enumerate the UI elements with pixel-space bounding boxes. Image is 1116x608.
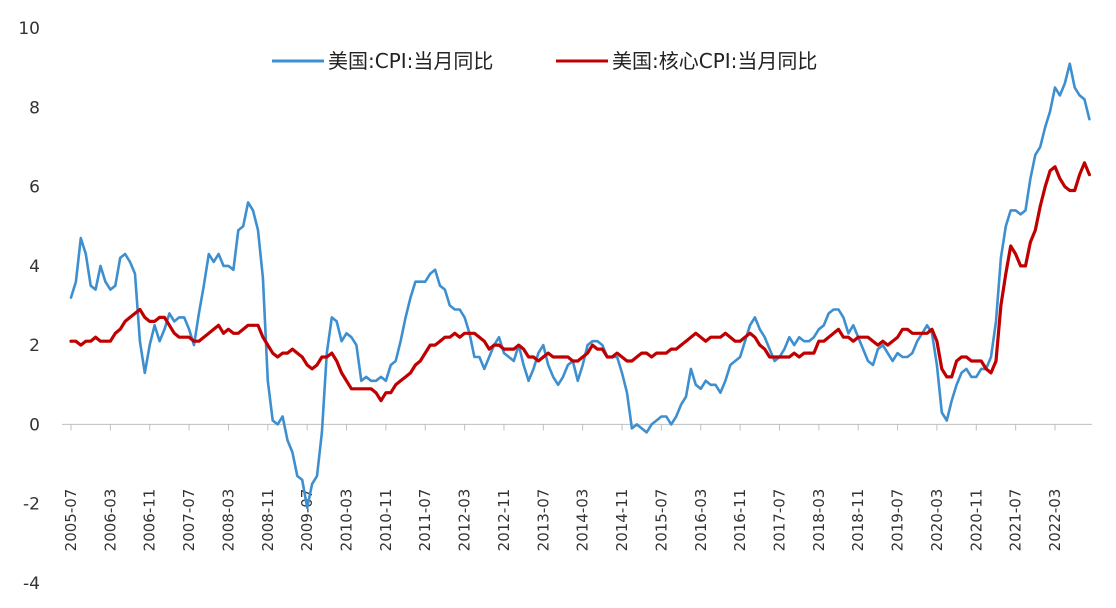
x-tick-label: 2022-03	[1046, 489, 1064, 552]
x-tick-label: 2016-03	[692, 489, 710, 552]
series-lines	[69, 62, 1092, 510]
y-tick-label: 10	[18, 19, 40, 39]
x-tick-label: 2006-11	[141, 489, 159, 552]
x-tick-label: 2010-11	[377, 489, 395, 552]
x-tick-label: 2012-11	[495, 489, 513, 552]
x-tick-label: 2008-03	[219, 489, 237, 552]
x-tick-label: 2017-07	[770, 489, 788, 552]
series-line-cpi	[69, 62, 1091, 510]
x-tick-label: 2012-03	[456, 489, 474, 552]
x-tick-label: 2016-11	[731, 489, 749, 552]
x-tick-label: 2014-03	[574, 489, 592, 552]
x-tick-label: 2005-07	[62, 489, 80, 552]
x-tick-label: 2014-11	[613, 489, 631, 552]
y-tick-label: 0	[29, 415, 40, 435]
x-tick-label: 2008-11	[259, 489, 277, 552]
legend-item-cpi-label: 美国:CPI:当月同比	[328, 49, 493, 73]
x-tick-label: 2019-07	[889, 489, 907, 552]
x-tick-label: 2010-03	[338, 489, 356, 552]
x-tick-label: 2021-07	[1007, 489, 1025, 552]
x-tick-label: 2006-03	[101, 489, 119, 552]
x-tick-label: 2009-07	[298, 489, 316, 552]
y-tick-label: 6	[29, 178, 40, 198]
y-tick-label: 2	[29, 336, 40, 356]
x-tick-label: 2018-11	[849, 489, 867, 552]
x-tick-label: 2013-07	[534, 489, 552, 552]
x-axis-ticks: 2005-07 2006-03 2006-11 2007-07 2008-03 2008-…	[62, 424, 1064, 551]
x-tick-label: 2018-03	[810, 489, 828, 552]
x-tick-label: 2020-03	[928, 489, 946, 552]
x-tick-label: 2011-07	[416, 489, 434, 552]
y-axis-ticks: 10 8 6 4 2 0 -2 -4	[18, 19, 40, 594]
y-tick-label: -2	[23, 495, 40, 515]
y-tick-label: 8	[29, 98, 40, 118]
y-tick-label: 4	[29, 257, 40, 277]
legend: 美国:CPI:当月同比 美国:核心CPI:当月同比	[272, 49, 817, 73]
x-tick-label: 2015-07	[652, 489, 670, 552]
y-tick-label: -4	[23, 574, 40, 594]
x-tick-label: 2007-07	[180, 489, 198, 552]
x-tick-label: 2020-11	[967, 489, 985, 552]
series-line-core-cpi	[69, 161, 1092, 403]
legend-item-core-cpi-label: 美国:核心CPI:当月同比	[612, 49, 817, 73]
